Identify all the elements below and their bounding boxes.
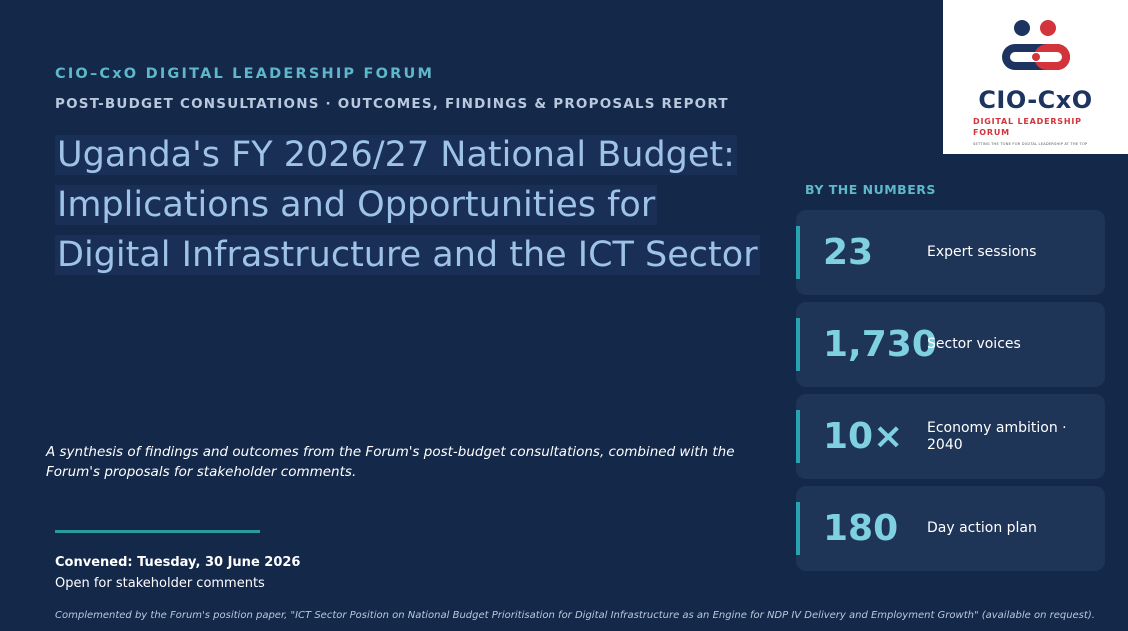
logo-mark-icon <box>1002 20 1070 70</box>
footer-note: Complemented by the Forum's position pap… <box>55 610 1095 621</box>
logo-line-2: FORUM <box>973 128 1010 137</box>
divider-rule <box>55 530 260 533</box>
logo-wordmark: CIO-CxO <box>978 86 1093 114</box>
numbers-heading: BY THE NUMBERS <box>805 182 936 197</box>
stat-card-sessions: 23 Expert sessions <box>796 210 1105 295</box>
stat-card-action-plan: 180 Day action plan <box>796 486 1105 571</box>
stat-card-voices: 1,730 Sector voices <box>796 302 1105 387</box>
convened-date: Convened: Tuesday, 30 June 2026 <box>55 555 301 570</box>
stat-label: Expert sessions <box>927 244 1037 260</box>
report-synopsis: A synthesis of findings and outcomes fro… <box>46 444 735 480</box>
report-subhead: POST-BUDGET CONSULTATIONS · OUTCOMES, FI… <box>55 96 729 112</box>
report-title: Uganda's FY 2026/27 National Budget: Imp… <box>55 130 785 280</box>
title-line-2: Implications and Opportunities for <box>55 185 658 225</box>
stat-accent-bar <box>796 502 800 555</box>
stat-value: 10× <box>823 416 904 457</box>
stat-label: Day action plan <box>927 520 1037 536</box>
stat-accent-bar <box>796 226 800 279</box>
stat-accent-bar <box>796 410 800 463</box>
comment-status: Open for stakeholder comments <box>55 576 265 591</box>
title-line-3: Digital Infrastructure and the ICT Secto… <box>55 235 760 275</box>
stat-card-ambition: 10× Economy ambition · 2040 <box>796 394 1105 479</box>
stat-value: 180 <box>823 508 899 549</box>
stat-accent-bar <box>796 318 800 371</box>
title-line-1: Uganda's FY 2026/27 National Budget: <box>55 135 737 175</box>
stat-value: 1,730 <box>823 324 937 365</box>
logo-tagline: SETTING THE TONE FOR DIGITAL LEADERSHIP … <box>973 142 1088 146</box>
forum-eyebrow: CIO–CxO DIGITAL LEADERSHIP FORUM <box>55 66 435 82</box>
stat-value: 23 <box>823 232 874 273</box>
stat-label: Economy ambition · 2040 <box>927 419 1067 453</box>
logo-line-1: DIGITAL LEADERSHIP <box>973 117 1082 126</box>
stat-label: Sector voices <box>927 336 1021 352</box>
forum-logo: CIO-CxO DIGITAL LEADERSHIP FORUM SETTING… <box>943 0 1128 154</box>
